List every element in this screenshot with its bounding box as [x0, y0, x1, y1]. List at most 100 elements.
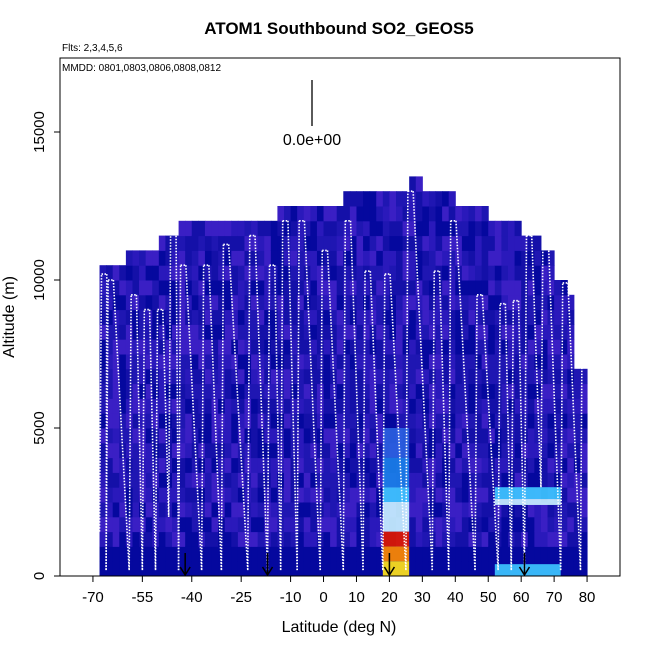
field-cell — [323, 206, 331, 222]
field-cell — [125, 413, 133, 429]
field-cell — [573, 383, 581, 399]
field-cell — [343, 546, 351, 562]
field-cell — [415, 428, 423, 444]
field-cell — [237, 561, 245, 576]
field-cell — [435, 398, 443, 414]
dates-label: MMDD: 0801,0803,0806,0808,0812 — [62, 63, 221, 74]
field-cell — [251, 531, 259, 547]
field-cell — [534, 546, 542, 562]
field-cell — [573, 442, 581, 459]
field-cell — [132, 442, 140, 459]
field-cell — [297, 398, 305, 414]
field-cell — [132, 324, 140, 340]
field-cell — [264, 398, 272, 414]
field-cell — [349, 457, 357, 473]
field-cell — [290, 309, 298, 325]
x-tick-label: 60 — [513, 589, 530, 606]
field-cell — [415, 546, 423, 562]
field-cell — [428, 280, 437, 296]
field-cell — [336, 235, 344, 251]
field-cell — [501, 546, 509, 562]
field-cell — [369, 354, 377, 370]
field-cell — [382, 250, 390, 266]
field-cell — [475, 250, 483, 266]
field-cell — [204, 516, 213, 533]
field-cell — [363, 531, 371, 547]
field-cell — [547, 398, 555, 414]
field-cell — [251, 546, 259, 562]
flight-track-ascent — [296, 220, 300, 571]
field-cell — [343, 531, 351, 547]
field-cell — [264, 413, 272, 429]
field-cell — [257, 487, 265, 503]
field-cell — [119, 324, 127, 340]
field-cell — [185, 398, 193, 414]
field-cell — [343, 502, 351, 518]
field-cell — [106, 280, 114, 296]
field-cell — [343, 487, 351, 503]
field-cell — [172, 398, 180, 414]
field-cell — [415, 265, 423, 281]
field-cell — [165, 546, 173, 562]
field-cell — [139, 354, 147, 370]
x-tick-label: 0 — [319, 589, 327, 606]
field-cell — [106, 472, 114, 488]
field-cell — [158, 516, 166, 533]
field-cell — [178, 546, 186, 562]
field-cell — [172, 354, 180, 370]
field-cell — [501, 428, 509, 444]
field-cell — [363, 398, 371, 414]
field-cell — [501, 516, 509, 533]
field-cell — [363, 368, 371, 385]
field-cell — [501, 502, 509, 518]
field-cell — [119, 457, 127, 473]
field-cell — [415, 383, 423, 399]
field-cell — [145, 265, 153, 281]
field-cell — [514, 368, 522, 385]
field-cell — [231, 502, 239, 518]
field-cell — [185, 531, 193, 547]
field-cell — [145, 280, 153, 296]
field-cell — [369, 546, 377, 562]
field-cell — [501, 339, 509, 355]
field-cell — [284, 487, 292, 503]
field-cell — [99, 354, 107, 370]
field-cell — [152, 294, 160, 311]
field-cell — [178, 531, 186, 547]
field-cell — [534, 383, 542, 399]
field-cell — [442, 413, 450, 429]
field-cell — [349, 324, 357, 340]
field-cell — [297, 487, 305, 503]
field-cell — [112, 472, 120, 488]
field-cell — [145, 309, 153, 325]
field-cell — [573, 472, 581, 488]
flight-track-descent — [438, 271, 450, 571]
field-cell — [165, 354, 173, 370]
y-tick-label: 15000 — [31, 111, 48, 153]
field-cell — [481, 383, 489, 399]
field-cell — [389, 250, 397, 266]
field-cell — [376, 531, 384, 547]
field-cell — [356, 280, 364, 296]
field-cell — [191, 442, 199, 459]
field-cell — [527, 280, 535, 296]
field-cell — [402, 250, 410, 266]
field-cell — [316, 457, 325, 473]
field-cell — [461, 309, 469, 325]
field-cell — [514, 265, 522, 281]
field-cell — [284, 428, 292, 444]
field-cell — [415, 280, 423, 296]
field-cell — [125, 457, 133, 473]
field-cell — [409, 294, 417, 311]
field-cell — [330, 502, 338, 518]
field-cell — [534, 309, 542, 325]
field-cell — [257, 457, 265, 473]
field-cell — [106, 546, 114, 562]
field-cell — [218, 280, 226, 296]
field-cell — [204, 309, 213, 325]
field-cell — [409, 413, 417, 429]
field-cell — [422, 502, 430, 518]
field-cell — [514, 531, 522, 547]
field-cell — [119, 531, 127, 547]
field-cell — [363, 487, 371, 503]
